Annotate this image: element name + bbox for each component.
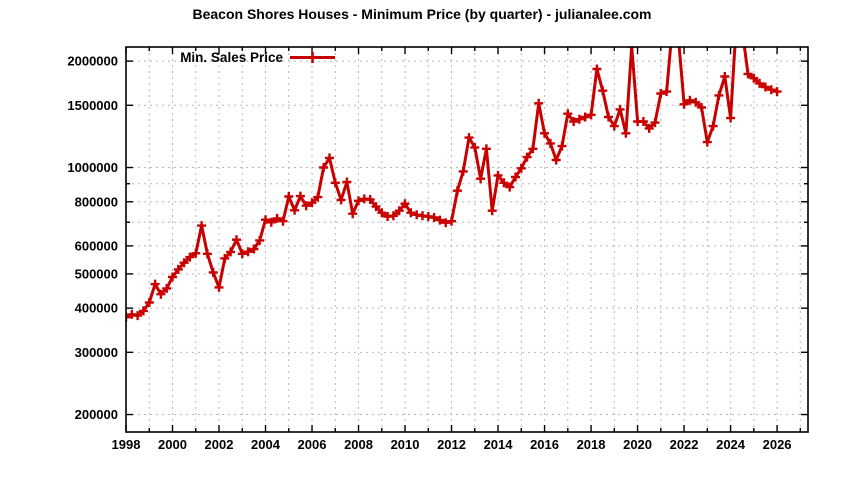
y-tick-label: 1000000 — [67, 160, 118, 175]
x-tick-label: 2016 — [530, 437, 559, 452]
x-tick-label: 2014 — [484, 437, 514, 452]
chart-title: Beacon Shores Houses - Minimum Price (by… — [192, 6, 651, 22]
y-tick-label: 800000 — [75, 194, 118, 209]
plot-border — [125, 46, 809, 433]
legend-plus-marker-icon — [307, 52, 318, 63]
plot-area: 1998 2000 2002 2004 2006 2008 2010 2012 2014 2016… — [67, 47, 808, 452]
x-tick-label: 2006 — [298, 437, 327, 452]
y-tick-label: 2000000 — [67, 54, 118, 69]
y-tick-label: 1500000 — [67, 98, 118, 113]
legend: Min. Sales Price — [180, 50, 335, 65]
x-tick-label: 2002 — [205, 437, 234, 452]
x-tick-label: 2026 — [763, 437, 792, 452]
x-tick-label: 2004 — [251, 437, 281, 452]
y-tick-label: 200000 — [75, 407, 118, 422]
legend-label: Min. Sales Price — [180, 50, 283, 65]
plus-markers — [126, 47, 782, 322]
y-tick-label: 400000 — [75, 301, 118, 316]
x-tick-label: 2024 — [716, 437, 746, 452]
y-tick-label: 500000 — [75, 266, 118, 281]
x-tick-label: 2010 — [391, 437, 420, 452]
x-tick-label: 2022 — [670, 437, 699, 452]
x-tick-label: 2018 — [577, 437, 606, 452]
x-tick-label: 2012 — [437, 437, 466, 452]
x-tick-label: 2000 — [158, 437, 187, 452]
x-tick-label: 2020 — [623, 437, 652, 452]
y-tick-label: 600000 — [75, 238, 118, 253]
x-tick-label: 2008 — [344, 437, 373, 452]
series-min-sales-price — [126, 47, 782, 322]
y-tick-label: 300000 — [75, 345, 118, 360]
x-tick-label: 1998 — [112, 437, 141, 452]
